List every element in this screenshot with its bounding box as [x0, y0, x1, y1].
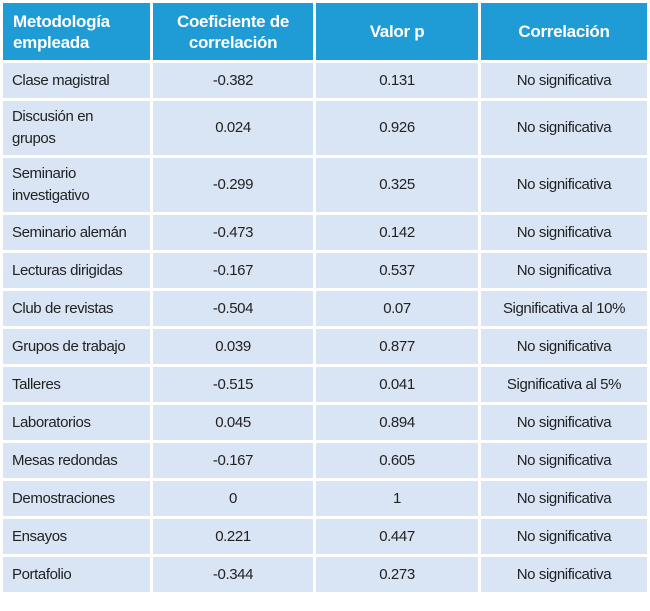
table-cell: 0.131: [316, 63, 478, 98]
table-cell: Discusión en grupos: [3, 101, 150, 155]
table-cell: 0.537: [316, 253, 478, 288]
table-cell: No significativa: [481, 63, 647, 98]
table-cell: Mesas redondas: [3, 443, 150, 478]
header-cell: Metodología empleada: [3, 3, 150, 60]
header-cell: Valor p: [316, 3, 478, 60]
table-cell: 0.273: [316, 557, 478, 592]
table-cell: Seminario investigativo: [3, 158, 150, 212]
table-cell: No significativa: [481, 215, 647, 250]
table-cell: 0.045: [153, 405, 313, 440]
table-cell: -0.344: [153, 557, 313, 592]
table-cell: 0.447: [316, 519, 478, 554]
table-cell: Seminario alemán: [3, 215, 150, 250]
header-cell: Coeficiente de correlación: [153, 3, 313, 60]
table-cell: 1: [316, 481, 478, 516]
table-cell: No significativa: [481, 481, 647, 516]
table-cell: Grupos de trabajo: [3, 329, 150, 364]
table-cell: 0.039: [153, 329, 313, 364]
table-cell: -0.473: [153, 215, 313, 250]
table-row: Ensayos 0.221 0.447 No significativa: [3, 519, 647, 554]
table-cell: -0.299: [153, 158, 313, 212]
table-cell: No significativa: [481, 329, 647, 364]
table-cell: 0.024: [153, 101, 313, 155]
table-cell: No significativa: [481, 253, 647, 288]
table-cell: No significativa: [481, 519, 647, 554]
table-row: Demostraciones 0 1 No significativa: [3, 481, 647, 516]
table-cell: Ensayos: [3, 519, 150, 554]
correlation-table: Metodología empleada Coeficiente de corre…: [3, 3, 647, 592]
table-cell: No significativa: [481, 101, 647, 155]
table-cell: Significativa al 5%: [481, 367, 647, 402]
table-cell: Demostraciones: [3, 481, 150, 516]
table-cell: 0.325: [316, 158, 478, 212]
table-row: Lecturas dirigidas -0.167 0.537 No signific…: [3, 253, 647, 288]
table-cell: Clase magistral: [3, 63, 150, 98]
table-row: Grupos de trabajo 0.039 0.877 No significat…: [3, 329, 647, 364]
table-cell: 0: [153, 481, 313, 516]
table-cell: 0.07: [316, 291, 478, 326]
table-row: Club de revistas -0.504 0.07 Significativa …: [3, 291, 647, 326]
table-cell: Portafolio: [3, 557, 150, 592]
table-cell: -0.515: [153, 367, 313, 402]
table-row: Portafolio -0.344 0.273 No significativa: [3, 557, 647, 592]
table-cell: 0.926: [316, 101, 478, 155]
table-cell: No significativa: [481, 443, 647, 478]
table-cell: -0.167: [153, 253, 313, 288]
table-cell: Significativa al 10%: [481, 291, 647, 326]
table-cell: -0.382: [153, 63, 313, 98]
table-cell: -0.504: [153, 291, 313, 326]
table-cell: Talleres: [3, 367, 150, 402]
table-row: Seminario investigativo -0.299 0.325 No sig…: [3, 158, 647, 212]
table-row: Laboratorios 0.045 0.894 No significativa: [3, 405, 647, 440]
table-cell: 0.142: [316, 215, 478, 250]
table-cell: Lecturas dirigidas: [3, 253, 150, 288]
table-cell: -0.167: [153, 443, 313, 478]
header-row: Metodología empleada Coeficiente de corre…: [3, 3, 647, 60]
table-cell: 0.877: [316, 329, 478, 364]
table-cell: No significativa: [481, 557, 647, 592]
table-row: Mesas redondas -0.167 0.605 No significativ…: [3, 443, 647, 478]
table-row: Talleres -0.515 0.041 Significativa al 5%: [3, 367, 647, 402]
table-cell: 0.221: [153, 519, 313, 554]
table-row: Discusión en grupos 0.024 0.926 No signific…: [3, 101, 647, 155]
table-row: Clase magistral -0.382 0.131 No significati…: [3, 63, 647, 98]
table-cell: No significativa: [481, 158, 647, 212]
table-row: Seminario alemán -0.473 0.142 No significat…: [3, 215, 647, 250]
table-cell: 0.894: [316, 405, 478, 440]
table-cell: 0.041: [316, 367, 478, 402]
table-cell: Laboratorios: [3, 405, 150, 440]
header-cell: Correlación: [481, 3, 647, 60]
table-cell: 0.605: [316, 443, 478, 478]
table-cell: Club de revistas: [3, 291, 150, 326]
table-cell: No significativa: [481, 405, 647, 440]
